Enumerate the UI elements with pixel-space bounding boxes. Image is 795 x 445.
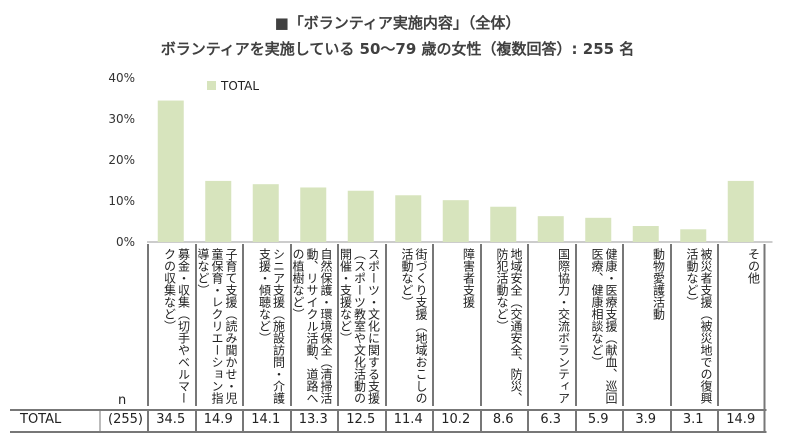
category-label: 子育て支援（読み聞かせ・児童保育・レクリエーション指導など） — [194, 244, 243, 406]
bar — [537, 216, 564, 242]
legend-label: TOTAL — [220, 79, 259, 93]
value-cell: 6.3 — [540, 412, 562, 427]
category-label: 健康・医療支援（献血、巡回医療、健康相談など） — [574, 244, 623, 406]
bar — [442, 200, 469, 242]
bar — [300, 187, 327, 242]
n-label: n — [118, 393, 127, 408]
value-cell: 8.6 — [492, 412, 514, 427]
value-cell: 3.1 — [682, 412, 704, 427]
value-cell: 14.9 — [203, 412, 233, 427]
bar — [727, 180, 754, 242]
value-cell: 3.9 — [635, 412, 657, 427]
category-label: 被災者支援（被災地での復興活動など） — [669, 244, 718, 406]
value-cell: 12.5 — [346, 412, 376, 427]
category-label: 募金・収集（切手やベルマークの収集など） — [147, 244, 195, 406]
bar — [585, 217, 612, 242]
category-label: 街づくり支援（地域おこしの活動など） — [384, 244, 433, 406]
value-cell: 13.3 — [298, 412, 328, 427]
table-divider — [194, 410, 197, 432]
y-tick-label: 40% — [108, 71, 135, 85]
value-cell: 14.1 — [251, 412, 281, 427]
table-divider — [289, 410, 292, 432]
table-divider — [669, 410, 672, 432]
category-label: シニア支援（施設訪問・介護支援・傾聴など） — [242, 244, 290, 406]
chart-title: ■「ボランティア実施内容」（全体） — [274, 14, 521, 32]
table-divider — [337, 410, 339, 432]
bar — [395, 195, 422, 242]
bar — [490, 206, 517, 242]
category-label: 動物愛護活動 — [622, 244, 670, 406]
bar — [157, 100, 184, 242]
category-label: その他 — [717, 244, 765, 406]
y-tick-label: 10% — [108, 194, 135, 208]
y-tick-label: 20% — [108, 153, 135, 167]
table-divider — [479, 410, 482, 432]
table-divider — [574, 410, 577, 432]
table-divider — [717, 410, 719, 432]
bar — [680, 229, 707, 242]
y-tick-label: 0% — [116, 235, 135, 249]
bar — [632, 226, 659, 242]
table-divider — [527, 410, 529, 432]
value-cell: 34.5 — [156, 412, 186, 427]
category-label: 自然保護・環境保全（清掃活動、リサイクル活動、道路への植樹など） — [289, 244, 338, 406]
bar — [205, 180, 232, 242]
bar — [252, 184, 279, 242]
bar — [347, 190, 374, 242]
table-divider — [622, 410, 624, 432]
value-cell: 5.9 — [587, 412, 609, 427]
category-label: 国際協力・交流ボランティア — [527, 244, 575, 406]
chart-subtitle: ボランティアを実施している 50～79 歳の女性（複数回答）: 255 名 — [160, 40, 635, 58]
value-cell: 11.4 — [393, 412, 423, 427]
category-label: 障害者支援 — [432, 244, 480, 406]
n-value: (255) — [108, 412, 143, 427]
table-divider — [147, 410, 149, 432]
row-label: TOTAL — [20, 412, 62, 427]
category-label: スポーツ・文化に関する支援（スポーツ教室や文化活動の開催・支援など） — [337, 244, 385, 406]
table-divider — [242, 410, 244, 432]
value-cell: 14.9 — [726, 412, 756, 427]
category-label: 地域安全（交通安全、防災、防犯活動など） — [479, 244, 528, 406]
y-tick-label: 30% — [108, 112, 135, 126]
value-cell: 10.2 — [441, 412, 471, 427]
legend-swatch — [207, 81, 216, 90]
table-divider — [384, 410, 387, 432]
table-divider — [432, 410, 434, 432]
